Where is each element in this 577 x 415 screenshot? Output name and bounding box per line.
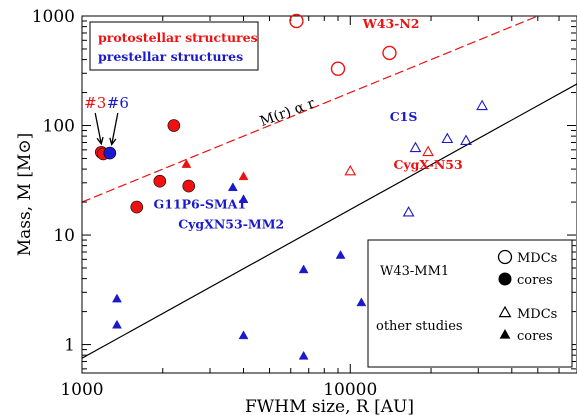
relation-lines — [82, 16, 577, 359]
axes: 1000 10000 1 10 100 1000 FWHM size, R [AU] Mass… — [15, 7, 577, 415]
x-axis-label: FWHM size, R [AU] — [245, 397, 414, 415]
annotation-label: M(r) α r — [258, 95, 317, 130]
legend-marker-label: cores — [517, 329, 553, 344]
annotation-label: #6 — [107, 94, 129, 112]
y-tick-label: 10 — [53, 226, 75, 246]
pointer-arrow-line — [111, 112, 119, 145]
pointer-arrow-head — [109, 137, 117, 147]
legend-filled-triangle — [499, 329, 511, 339]
marker-legend: W43-MM1 other studies MDCs cores MDCs cores — [367, 239, 573, 368]
filled-triangle-point — [298, 350, 309, 360]
pointer-arrow-head — [96, 136, 104, 146]
legend-group-label: other studies — [376, 319, 463, 334]
annotation-label: CygX-N53 — [393, 157, 462, 172]
legend-open-triangle — [498, 305, 512, 318]
legend-marker-label: MDCs — [517, 251, 557, 266]
category-legend-box — [89, 21, 259, 71]
filled-triangle-point — [238, 194, 249, 204]
open-circle-point — [382, 45, 397, 61]
annotation-label: CygXN53-MM2 — [178, 216, 284, 231]
open-triangle-point — [460, 134, 472, 145]
y-axis-label: Mass, M [M⊙] — [15, 133, 35, 257]
open-circle-point — [330, 61, 346, 76]
open-triangle-point — [476, 99, 488, 111]
category-legend: protostellar structures prestellar struct… — [89, 21, 259, 71]
filled-triangle-point — [181, 159, 192, 168]
filled-circle-point — [167, 119, 181, 132]
open-circle-point — [289, 13, 304, 29]
annotation-label: G11P6-SMA1 — [154, 196, 247, 211]
filled-triangle-point — [298, 264, 309, 274]
open-triangle-point — [441, 132, 454, 144]
filled-circle-point — [153, 174, 167, 188]
legend-marker-label: cores — [517, 273, 553, 288]
dashed-relation-line — [82, 16, 539, 203]
filled-triangle-point — [238, 330, 249, 340]
open-triangle-point — [422, 145, 434, 157]
category-legend-label: prestellar structures — [98, 49, 243, 64]
filled-triangle-point — [335, 250, 346, 259]
filled-triangle-point — [238, 171, 249, 181]
filled-circle-point — [130, 200, 144, 214]
annotation-label: W43-N2 — [362, 16, 420, 31]
annotation-label: C1S — [390, 109, 418, 124]
data-points — [94, 13, 488, 360]
category-legend-label: protostellar structures — [98, 30, 258, 45]
legend-open-circle — [497, 249, 513, 265]
legend-group-label: W43-MM1 — [380, 264, 449, 279]
filled-triangle-point — [112, 319, 122, 329]
plot-frame — [81, 15, 577, 374]
solid-relation-line — [82, 83, 577, 359]
open-triangle-point — [402, 206, 415, 217]
open-triangle-point — [344, 164, 357, 176]
open-triangle-point — [409, 141, 422, 153]
y-tick-label: 1000 — [32, 7, 75, 27]
filled-triangle-point — [227, 182, 238, 192]
y-tick-label: 1 — [64, 336, 75, 356]
filled-triangle-point — [356, 297, 367, 307]
x-tick-label: 10000 — [323, 380, 377, 400]
pointer-arrow-line — [94, 112, 102, 144]
y-tick-label: 100 — [43, 117, 75, 137]
x-tick-label: 1000 — [60, 380, 103, 400]
filled-triangle-point — [112, 293, 122, 303]
annotation-label: #3 — [84, 94, 106, 112]
legend-marker-label: MDCs — [517, 307, 557, 322]
marker-legend-box — [367, 239, 573, 368]
filled-circle-point — [103, 146, 117, 160]
legend-filled-circle — [498, 272, 512, 286]
filled-circle-point — [182, 179, 196, 193]
